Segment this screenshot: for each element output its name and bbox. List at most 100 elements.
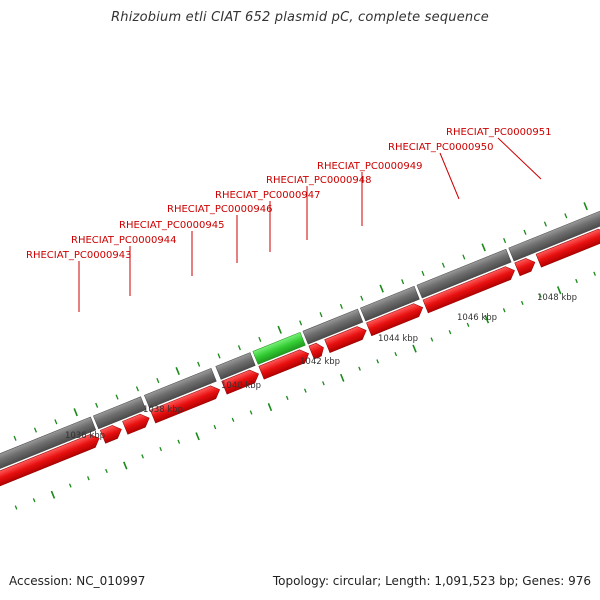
scale-tick [466, 322, 470, 327]
scale-tick [322, 381, 325, 386]
scale-tick [502, 308, 506, 313]
outer-tick [401, 279, 405, 285]
cds-arrow[interactable] [324, 324, 369, 353]
cds-track [0, 227, 600, 491]
scale-tick [87, 476, 90, 481]
cds-arrow[interactable] [150, 383, 222, 424]
gene-bar[interactable] [93, 396, 147, 430]
scale-tick [213, 425, 217, 430]
outer-tick [95, 402, 99, 408]
map-title: Rhizobium etli CIAT 652 plasmid pC, comp… [111, 10, 489, 25]
outer-tick [115, 394, 119, 400]
gene-label[interactable]: RHECIAT_PC0000946 [167, 204, 272, 215]
cds-arrow[interactable] [422, 264, 517, 314]
gene-bar[interactable] [360, 285, 420, 322]
gene-label[interactable]: RHECIAT_PC0000948 [266, 175, 371, 186]
scale-tick [520, 300, 524, 306]
gene-label[interactable]: RHECIAT_PC0000950 [388, 142, 493, 153]
outer-tick [54, 419, 58, 425]
gene-label[interactable]: RHECIAT_PC0000949 [317, 161, 422, 172]
scale-tick [177, 439, 181, 444]
gene-label[interactable]: RHECIAT_PC0000947 [215, 190, 320, 201]
scale-tick [195, 432, 200, 441]
scale-tick [575, 278, 578, 284]
scale-tick [68, 483, 72, 488]
cds-arrow[interactable] [0, 432, 102, 491]
label-leader [439, 152, 460, 200]
cds-arrow[interactable] [535, 227, 600, 268]
gene-labels: RHECIAT_PC0000943 RHECIAT_PC0000944 RHECIA… [26, 127, 551, 261]
gene-label[interactable]: RHECIAT_PC0000945 [119, 220, 224, 231]
scale-tick [141, 454, 144, 459]
label-leaders [78, 137, 542, 312]
scale-tick [430, 337, 434, 342]
outer-tick [319, 312, 323, 318]
gene-track [0, 140, 600, 476]
outer-tick [156, 378, 160, 384]
scale-label: 1036 kbp [65, 431, 105, 441]
gene-bar[interactable] [144, 367, 217, 409]
outer-tick [33, 427, 38, 433]
scale-tick [339, 373, 345, 382]
outer-tick [523, 229, 527, 235]
outer-tick [258, 336, 262, 342]
scale-tick [32, 498, 36, 503]
outer-tick [543, 221, 547, 227]
scale-tick [593, 271, 596, 276]
outer-tick [503, 237, 507, 244]
sequence-backbone [0, 166, 600, 545]
cds-arrow[interactable] [221, 367, 262, 395]
outer-tick [175, 366, 180, 375]
gene-bar[interactable] [416, 248, 512, 299]
outer-tick [379, 284, 384, 293]
scale-tick [539, 293, 542, 298]
cds-arrow[interactable] [258, 347, 312, 380]
outer-tick [421, 270, 425, 277]
outer-tick [583, 202, 588, 211]
scale-label: 1046 kbp [457, 313, 497, 323]
scale-tick [14, 505, 18, 510]
scale-tick [249, 410, 253, 415]
scale-tick [123, 461, 128, 470]
outer-tick [339, 303, 343, 310]
gene-label[interactable]: RHECIAT_PC0000951 [446, 127, 551, 138]
outer-tick-marks [13, 202, 588, 441]
outer-tick [13, 435, 17, 441]
scale-tick [358, 366, 361, 371]
outer-tick [360, 295, 364, 301]
gene-bar-highlighted[interactable] [252, 331, 306, 365]
scale-tick [376, 359, 380, 364]
scale-tick [556, 286, 562, 295]
outer-tick [481, 243, 486, 252]
gene-bar[interactable] [508, 140, 600, 262]
gene-label[interactable]: RHECIAT_PC0000943 [26, 250, 131, 261]
outer-tick [277, 325, 282, 334]
outer-tick [197, 361, 201, 367]
scale-tick [159, 446, 163, 452]
scale-tick [412, 344, 417, 353]
outer-tick [299, 320, 303, 326]
topology-text: Topology: circular; Length: 1,091,523 bp… [272, 574, 591, 588]
scale-tick [303, 388, 307, 393]
gene-label[interactable]: RHECIAT_PC0000944 [71, 235, 176, 246]
scale-tick [50, 490, 56, 499]
label-leader [497, 137, 542, 180]
outer-tick [564, 213, 568, 219]
scale-label: 1038 kbp [143, 405, 183, 415]
gene-bar[interactable] [0, 416, 97, 476]
scale-tick [285, 395, 289, 401]
scale-label: 1040 kbp [221, 381, 261, 391]
scale-tick [394, 351, 398, 357]
scale-ticks [14, 271, 596, 510]
outer-tick [217, 353, 221, 359]
scale-tick [231, 417, 235, 422]
scale-labels: 1036 kbp 1038 kbp 1040 kbp 1042 kbp 1044 kbp… [65, 293, 577, 441]
gene-bar[interactable] [302, 308, 364, 345]
scale-label: 1048 kbp [537, 293, 577, 303]
gene-bar[interactable] [215, 352, 256, 380]
outer-tick [441, 262, 445, 268]
cds-arrow[interactable] [366, 301, 425, 337]
cds-arrow[interactable] [122, 412, 152, 435]
scale-tick [267, 403, 273, 412]
